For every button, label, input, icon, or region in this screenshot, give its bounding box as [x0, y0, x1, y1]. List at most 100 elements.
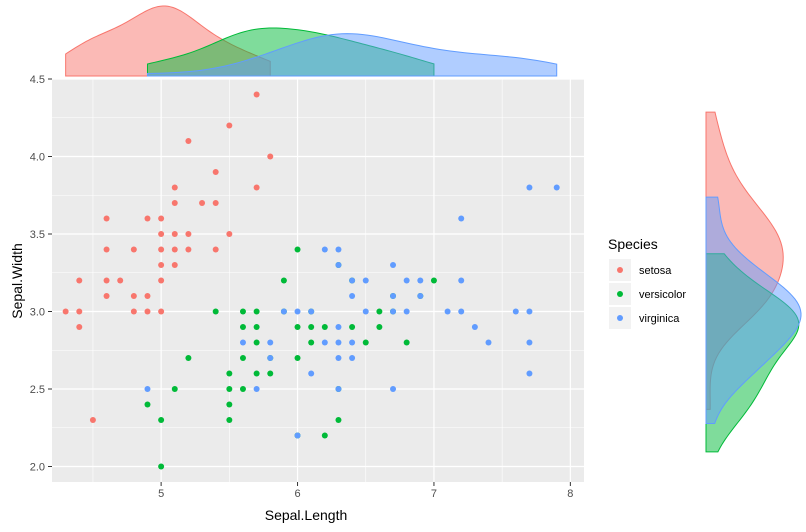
point-versicolor: [226, 370, 233, 377]
point-virginica: [253, 386, 260, 392]
point-virginica: [526, 370, 533, 377]
point-setosa: [89, 417, 96, 423]
legend: Species setosa versicolor virginica: [608, 236, 686, 329]
point-versicolor: [267, 370, 274, 377]
right-density-virginica: [705, 196, 802, 425]
point-versicolor: [362, 339, 369, 346]
point-versicolor: [308, 324, 315, 330]
point-versicolor: [185, 355, 192, 361]
point-virginica: [335, 339, 342, 346]
point-setosa: [103, 293, 110, 299]
point-virginica: [349, 355, 356, 361]
point-versicolor: [403, 339, 410, 346]
point-setosa: [158, 308, 165, 315]
point-setosa: [158, 231, 165, 237]
point-versicolor: [349, 324, 356, 330]
point-versicolor: [226, 417, 233, 423]
point-versicolor: [144, 401, 151, 408]
point-versicolor: [321, 324, 328, 330]
point-virginica: [308, 370, 315, 377]
point-virginica: [458, 308, 465, 315]
point-versicolor: [239, 355, 246, 361]
y-tick-label: 2.0: [30, 462, 45, 474]
point-versicolor: [321, 432, 328, 439]
point-versicolor: [226, 401, 233, 408]
top-marginal-density: [65, 5, 558, 77]
y-tick-label: 4.0: [30, 152, 45, 164]
legend-label-versicolor: versicolor: [639, 289, 686, 301]
data-points: [62, 91, 560, 470]
point-setosa: [267, 153, 274, 160]
point-virginica: [362, 308, 369, 315]
point-versicolor: [376, 324, 383, 330]
point-setosa: [144, 215, 151, 222]
point-virginica: [349, 277, 356, 284]
point-versicolor: [294, 355, 301, 361]
point-versicolor: [239, 386, 246, 392]
point-setosa: [103, 215, 110, 222]
point-virginica: [458, 215, 465, 222]
right-marginal-density: [705, 111, 802, 453]
point-setosa: [253, 91, 260, 98]
point-setosa: [130, 246, 137, 253]
point-virginica: [349, 293, 356, 299]
point-virginica: [390, 293, 397, 299]
point-virginica: [526, 308, 533, 315]
point-virginica: [280, 308, 287, 315]
point-virginica: [362, 277, 369, 284]
point-setosa: [212, 246, 219, 253]
point-setosa: [171, 200, 178, 206]
point-versicolor: [253, 308, 260, 315]
point-virginica: [417, 277, 424, 284]
point-virginica: [335, 355, 342, 361]
point-setosa: [117, 277, 124, 284]
point-virginica: [267, 355, 274, 361]
point-versicolor: [294, 246, 301, 253]
point-setosa: [212, 200, 219, 206]
legend-swatch-virginica: [617, 315, 623, 321]
point-virginica: [321, 339, 328, 346]
point-versicolor: [253, 339, 260, 346]
legend-swatch-setosa: [617, 267, 623, 273]
point-setosa: [103, 246, 110, 253]
major-gridlines: [52, 78, 584, 482]
x-axis: 5 6 7 8: [158, 482, 573, 500]
x-tick-label: 7: [431, 488, 437, 500]
point-virginica: [308, 308, 315, 315]
point-setosa: [185, 138, 192, 144]
point-setosa: [171, 231, 178, 237]
point-virginica: [335, 246, 342, 253]
point-setosa: [185, 246, 192, 253]
point-versicolor: [239, 324, 246, 330]
point-setosa: [158, 277, 165, 284]
top-density-virginica: [146, 33, 558, 77]
point-setosa: [76, 324, 83, 330]
point-virginica: [390, 262, 397, 268]
point-setosa: [130, 293, 137, 299]
point-virginica: [294, 308, 301, 315]
panel-background: [52, 79, 584, 482]
point-versicolor: [158, 417, 165, 423]
point-setosa: [253, 184, 260, 191]
point-virginica: [349, 339, 356, 346]
y-tick-label: 3.5: [30, 229, 45, 241]
point-setosa: [199, 200, 206, 206]
y-tick-label: 4.5: [30, 74, 45, 86]
point-virginica: [417, 293, 424, 299]
legend-title: Species: [608, 236, 658, 252]
point-setosa: [144, 293, 151, 299]
legend-swatch-versicolor: [617, 291, 623, 297]
point-setosa: [158, 215, 165, 222]
x-tick-label: 6: [294, 488, 300, 500]
point-virginica: [471, 324, 478, 330]
legend-label-virginica: virginica: [639, 313, 680, 325]
point-versicolor: [158, 463, 165, 470]
point-versicolor: [253, 324, 260, 330]
point-versicolor: [335, 417, 342, 423]
point-setosa: [76, 308, 83, 315]
point-setosa: [144, 308, 151, 315]
point-virginica: [485, 339, 492, 346]
point-setosa: [62, 308, 69, 315]
point-virginica: [553, 184, 560, 191]
